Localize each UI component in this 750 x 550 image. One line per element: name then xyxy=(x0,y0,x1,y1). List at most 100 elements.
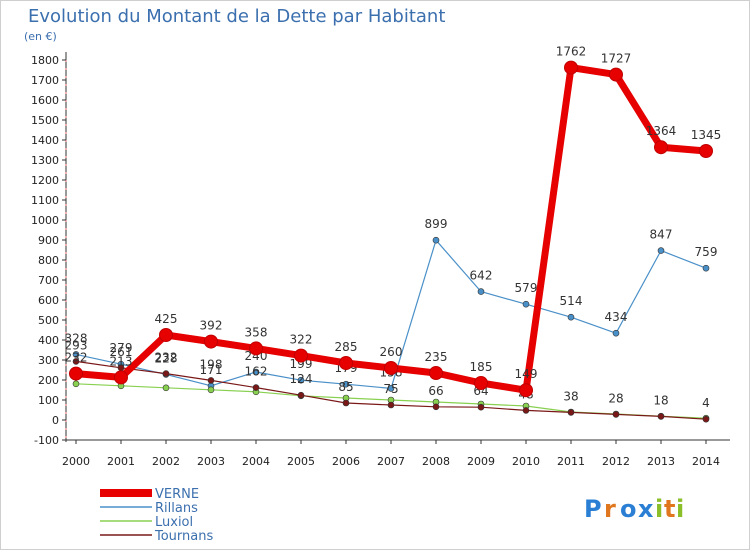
y-tick-label: 100 xyxy=(38,394,59,407)
data-point xyxy=(252,384,260,391)
data-point xyxy=(477,288,485,295)
data-label: 322 xyxy=(290,333,313,347)
legend-item-verne: VERNE xyxy=(100,487,199,502)
x-tick-label: 2007 xyxy=(377,455,405,468)
data-point xyxy=(252,368,260,376)
y-tick-label: 1800 xyxy=(31,54,59,67)
data-label: 425 xyxy=(155,312,178,326)
data-point xyxy=(114,370,128,385)
data-point xyxy=(699,144,713,158)
data-label: 847 xyxy=(650,228,673,242)
data-point xyxy=(339,356,353,370)
data-label: 579 xyxy=(515,281,538,295)
data-label: 185 xyxy=(470,360,493,374)
legend-item-tournans: Tournans xyxy=(100,529,213,544)
y-tick-label: 1600 xyxy=(31,94,59,107)
data-point xyxy=(207,386,215,394)
data-point xyxy=(567,409,575,416)
data-point xyxy=(567,313,575,321)
data-label: 392 xyxy=(200,319,223,333)
data-point xyxy=(249,341,263,356)
y-tick-label: 400 xyxy=(38,334,59,347)
data-point xyxy=(387,401,395,409)
data-point xyxy=(429,366,443,380)
logo-letter: P xyxy=(584,495,602,523)
y-tick-label: 1300 xyxy=(31,154,59,167)
logo-letter: o xyxy=(620,495,637,523)
data-point xyxy=(297,376,305,384)
data-point xyxy=(612,329,620,337)
data-label: 261 xyxy=(110,345,133,359)
data-point xyxy=(522,407,530,414)
data-point xyxy=(162,370,170,377)
data-label: 434 xyxy=(605,310,628,324)
data-label: 1364 xyxy=(646,124,677,138)
data-label: 1345 xyxy=(691,128,722,142)
data-label: 75 xyxy=(383,382,398,396)
data-point xyxy=(294,348,308,363)
x-tick-label: 2000 xyxy=(62,455,90,468)
x-tick-label: 2012 xyxy=(602,455,630,468)
y-tick-label: 1700 xyxy=(31,74,59,87)
data-point xyxy=(72,358,80,365)
data-label: 199 xyxy=(290,357,313,371)
legend-label: Luxiol xyxy=(155,515,193,530)
y-tick-label: 1100 xyxy=(31,194,59,207)
data-point xyxy=(297,391,305,399)
data-label: 18 xyxy=(653,393,668,407)
data-label: 235 xyxy=(425,350,448,364)
y-tick-label: 700 xyxy=(38,274,59,287)
data-point xyxy=(474,376,488,390)
logo-letter: x xyxy=(638,495,654,523)
data-label: 162 xyxy=(245,365,268,379)
logo-letter: r xyxy=(604,495,616,523)
x-tick-label: 2010 xyxy=(512,455,540,468)
data-point xyxy=(384,361,398,375)
data-label: 358 xyxy=(245,325,268,339)
x-tick-label: 2008 xyxy=(422,455,450,468)
y-tick-label: 1500 xyxy=(31,114,59,127)
data-label: 232 xyxy=(65,351,88,365)
legend-item-luxiol: Luxiol xyxy=(100,515,193,530)
legend-label: Tournans xyxy=(154,529,213,544)
series-line-verne xyxy=(75,64,707,394)
x-tick-label: 2001 xyxy=(107,455,135,468)
data-label: 293 xyxy=(65,338,88,352)
series-verne: 232 213 425 392 358 322 285 260 235 185 149 1762 172… xyxy=(65,45,722,398)
x-tick-label: 2003 xyxy=(197,455,225,468)
series-tournans: 29326123219816212485756664483828184 xyxy=(65,338,710,423)
data-label: 260 xyxy=(380,345,403,359)
data-label: 85 xyxy=(338,380,353,394)
data-label: 759 xyxy=(695,245,718,259)
data-label: 28 xyxy=(608,391,623,405)
data-label: 328 xyxy=(65,331,88,345)
y-tick-label: 800 xyxy=(38,254,59,267)
y-tick-label: 1000 xyxy=(31,214,59,227)
data-label: 171 xyxy=(200,363,223,377)
data-point xyxy=(654,140,668,155)
x-tick-label: 2004 xyxy=(242,455,270,468)
data-point xyxy=(657,413,665,420)
logo-letter: t xyxy=(664,495,675,523)
data-label: 213 xyxy=(110,354,133,368)
y-tick-label: 1400 xyxy=(31,134,59,147)
data-label: 514 xyxy=(560,294,583,308)
data-point xyxy=(69,366,83,381)
data-label: 285 xyxy=(335,340,358,354)
y-tick-label: 900 xyxy=(38,234,59,247)
data-label: 642 xyxy=(470,269,493,283)
x-tick-label: 2005 xyxy=(287,455,315,468)
logo-letter: i xyxy=(655,495,663,523)
data-point xyxy=(342,399,350,407)
x-tick-label: 2011 xyxy=(557,455,585,468)
data-label: 4 xyxy=(702,396,710,410)
y-tick-label: 1200 xyxy=(31,174,59,187)
data-point xyxy=(432,236,440,244)
data-point xyxy=(207,377,215,384)
x-tick-label: 2014 xyxy=(692,455,720,468)
x-tick-label: 2006 xyxy=(332,455,360,468)
data-point xyxy=(657,247,665,254)
x-tick-label: 2013 xyxy=(647,455,675,468)
